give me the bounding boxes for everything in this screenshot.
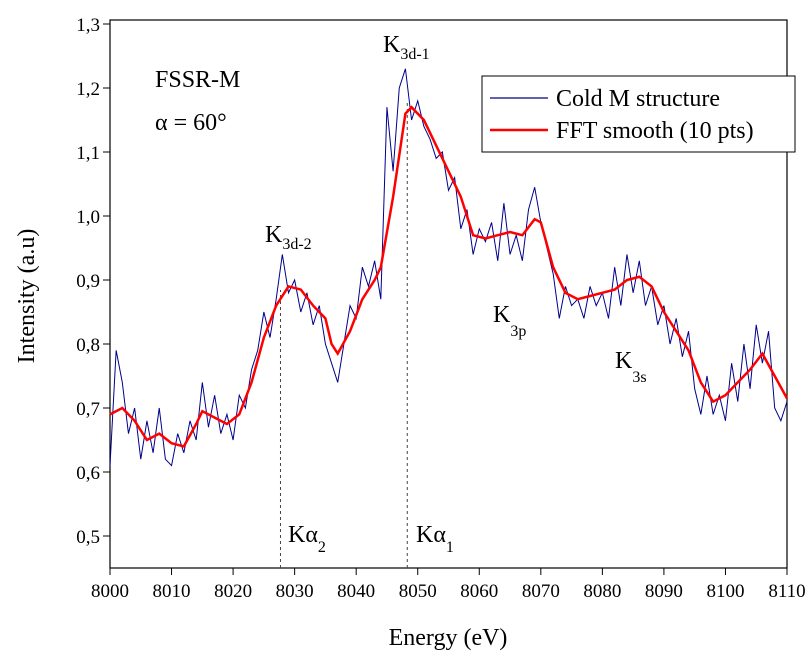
x-tick-label: 8080	[583, 581, 621, 602]
y-tick-label: 1,1	[76, 143, 100, 164]
legend-box	[481, 75, 796, 153]
x-tick-label: 8110	[768, 581, 805, 602]
y-axis-label: Intensity (a.u)	[14, 229, 40, 364]
annotation: K3d-2	[265, 222, 312, 253]
plot-frame	[109, 19, 788, 569]
x-tick-label: 8030	[276, 581, 314, 602]
y-tick-label: 0,7	[76, 399, 100, 420]
legend-label: Cold M structure	[556, 86, 720, 112]
y-tick-label: 1,0	[76, 207, 100, 228]
annotation: K3s	[615, 348, 647, 386]
legend: Cold M structure FFT smooth (10 pts)	[481, 75, 796, 153]
x-tick-label: 8090	[645, 581, 683, 602]
y-tick-label: 0,9	[76, 271, 100, 292]
x-tick-label: 8020	[214, 581, 252, 602]
x-tick-label: 8040	[337, 581, 375, 602]
x-axis-label: Energy (eV)	[389, 625, 508, 651]
x-tick-label: 8050	[399, 581, 437, 602]
y-tick-label: 0,5	[76, 527, 100, 548]
annotation: K3d-1	[383, 32, 430, 63]
annotation: FSSR-M	[155, 67, 240, 93]
series-line	[109, 105, 789, 448]
x-tick-label: 8060	[460, 581, 498, 602]
annotation: α = 60°	[155, 110, 227, 136]
legend-label: FFT smooth (10 pts)	[556, 118, 754, 144]
x-tick-label: 8010	[153, 581, 191, 602]
x-tick-label: 8000	[91, 581, 129, 602]
reference-label: Kα1	[416, 522, 454, 556]
y-tick-label: 0,8	[76, 335, 100, 356]
y-tick-label: 1,2	[76, 79, 100, 100]
y-tick-label: 1,3	[76, 15, 100, 36]
x-tick-label: 8100	[706, 581, 744, 602]
reference-label: Kα2	[288, 522, 326, 556]
annotation: K3p	[493, 302, 526, 340]
y-tick-label: 0,6	[76, 463, 100, 484]
x-tick-label: 8070	[522, 581, 560, 602]
